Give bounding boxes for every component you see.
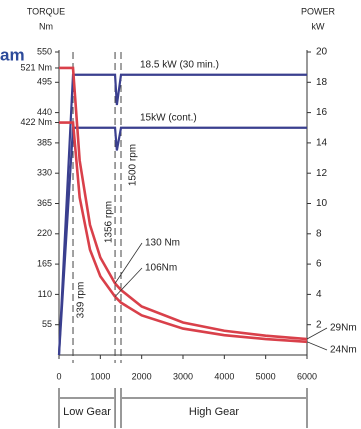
annotation: 24Nm <box>330 345 357 356</box>
gear-label: Low Gear <box>63 406 111 418</box>
text-fragment: am <box>0 45 25 64</box>
x-tick-label: 2000 <box>132 371 152 381</box>
annotation-leader <box>306 327 328 340</box>
y2-tick-label: 20 <box>316 47 328 58</box>
y-tick-label: 440 <box>37 107 52 117</box>
gear-label: High Gear <box>189 406 239 418</box>
x-tick-label: 4000 <box>214 371 234 381</box>
rpm-label: 339 rpm <box>76 282 87 319</box>
y-tick-label: 495 <box>37 77 52 87</box>
y2-tick-label: 8 <box>316 228 322 239</box>
y2-tick-label: 4 <box>316 289 322 300</box>
y-tick-label: 330 <box>37 168 52 178</box>
annotation: 29Nm <box>330 323 357 334</box>
y2-axis-title: POWER <box>301 6 336 16</box>
annotation: 130 Nm <box>145 238 180 249</box>
y-tick-label: 365 <box>37 198 52 208</box>
x-tick-label: 0 <box>56 371 61 381</box>
series-label: 18.5 kW (30 min.) <box>140 59 219 70</box>
y-axis-title: TORQUE <box>27 6 65 16</box>
annotation-leader <box>114 267 143 297</box>
series-line <box>59 121 308 344</box>
y-tick-label: 110 <box>38 289 52 299</box>
y2-tick-label: 10 <box>316 198 328 209</box>
series-line <box>57 126 307 356</box>
x-tick-label: 1000 <box>90 371 110 381</box>
y-tick-label: 550 <box>37 46 52 56</box>
series-line <box>59 66 308 341</box>
x-tick-label: 3000 <box>173 371 193 381</box>
rpm-label: 1356 rpm <box>104 201 115 243</box>
y-tick-label: 422 Nm <box>20 117 52 127</box>
y-tick-label: 55 <box>42 319 52 329</box>
y2-tick-label: 16 <box>316 107 328 118</box>
x-tick-label: 5000 <box>256 371 276 381</box>
x-tick-label: 6000 <box>297 371 317 381</box>
y-tick-label: 220 <box>37 228 52 238</box>
y2-axis-unit: kW <box>312 21 326 31</box>
y2-tick-label: 6 <box>316 259 322 270</box>
y2-tick-label: 14 <box>316 138 328 149</box>
y-tick-label: 165 <box>37 258 52 268</box>
y2-tick-label: 18 <box>316 77 328 88</box>
annotation-leader <box>306 341 328 351</box>
series-label: 15kW (cont.) <box>140 112 197 123</box>
y-tick-label: 521 Nm <box>20 62 52 72</box>
rpm-label: 1500 rpm <box>128 144 139 186</box>
y2-tick-label: 12 <box>316 168 328 179</box>
y-tick-label: 385 <box>37 137 52 147</box>
annotation: 106Nm <box>145 263 177 274</box>
annotation-leader <box>114 242 143 284</box>
y-axis-unit: Nm <box>39 21 53 31</box>
y2-tick-label: 2 <box>316 319 322 330</box>
